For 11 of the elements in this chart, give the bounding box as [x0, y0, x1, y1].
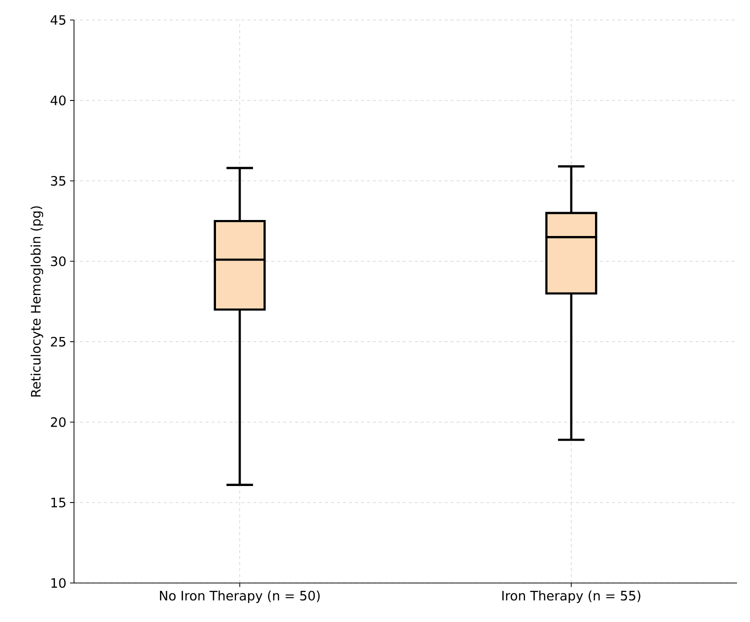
- y-tick-label: 30: [50, 256, 66, 266]
- x-tick-label: Iron Therapy (n = 55): [502, 590, 640, 604]
- y-tick-label: 25: [50, 336, 66, 347]
- y-tick-label: 10: [51, 578, 66, 588]
- x-tick-label: No Iron Therapy (n = 50): [160, 590, 320, 604]
- y-tick-label: 15: [51, 498, 66, 508]
- y-tick-label: 40: [50, 96, 66, 106]
- y-tick-label: 35: [50, 176, 66, 186]
- y-tick-label: 20: [50, 417, 66, 428]
- y-axis-title: Reticulocyte Hemoglobin (pg): [30, 206, 44, 397]
- y-tick-label: 45: [50, 15, 66, 25]
